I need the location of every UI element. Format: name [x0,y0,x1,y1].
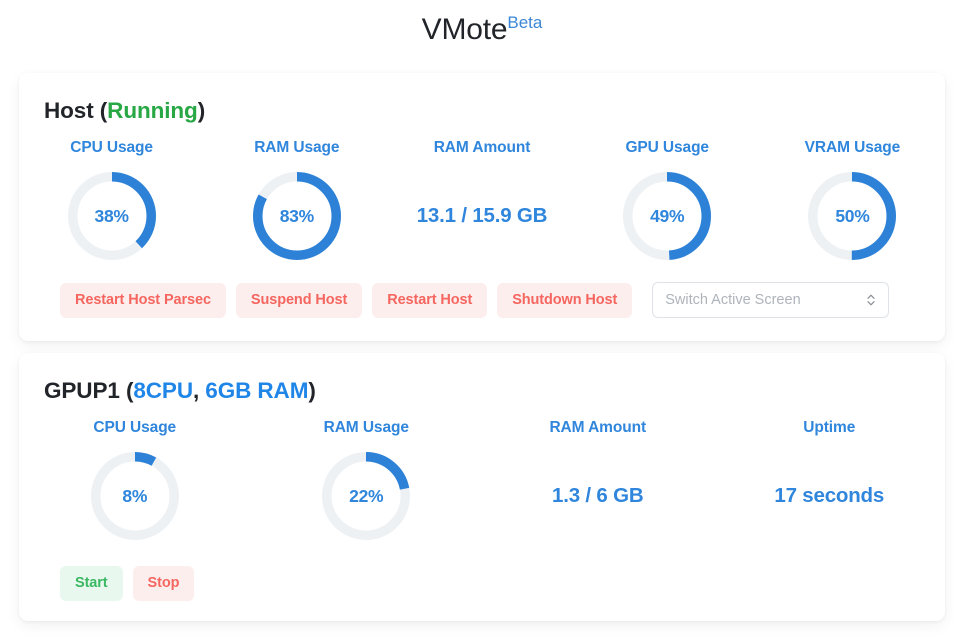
switch-active-screen-wrapper: Switch Active Screen [652,282,890,318]
metric-host-vram-usage: VRAM Usage 50% [760,138,945,264]
vm-open-paren: ( [125,378,134,403]
beta-badge: Beta [507,13,543,32]
metric-value-vm-uptime: 17 seconds [774,484,885,507]
host-card: Host (Running) CPU Usage 38% RAM Usage 83% R… [19,73,945,341]
metric-label-host-ram-usage: RAM Usage [254,139,340,156]
gauge-host-ram-usage: 83% [252,172,341,260]
metric-body-host-ram-usage: 83% [252,168,341,264]
gauge-value-host-gpu-usage: 49% [650,205,685,226]
metric-label-vm-ram-usage: RAM Usage [323,419,409,436]
metric-host-gpu-usage: GPU Usage 49% [575,138,760,264]
switch-active-screen-select[interactable]: Switch Active Screen [652,282,890,318]
host-close-paren: ) [197,98,206,123]
host-suspend-host-button[interactable]: Suspend Host [235,282,363,318]
metric-label-vm-uptime: Uptime [803,419,856,436]
vm-title-text: GPUP1 [44,378,120,403]
metric-body-host-gpu-usage: 49% [623,168,712,264]
vm-card-title: GPUP1 (8CPU, 6GB RAM) [19,353,945,404]
metric-vm-cpu-usage: CPU Usage 8% [19,418,251,544]
host-restart-host-parsec-button[interactable]: Restart Host Parsec [60,282,226,318]
vm-close-paren: ) [308,378,316,403]
vm-start-button[interactable]: Start [60,566,123,601]
gauge-value-vm-ram-usage: 22% [349,485,384,506]
gauge-value-vm-cpu-usage: 8% [122,485,148,506]
host-restart-host-button[interactable]: Restart Host [372,282,488,318]
vm-actions-row: Start Stop [19,566,945,601]
host-card-title: Host (Running) [19,73,945,124]
host-shutdown-host-button[interactable]: Shutdown Host [497,282,633,318]
vm-stop-button[interactable]: Stop [132,566,195,601]
gauge-host-cpu-usage: 38% [67,172,156,260]
metric-body-host-ram-amount: 13.1 / 15.9 GB [417,168,548,264]
gauge-value-host-cpu-usage: 38% [94,205,129,226]
vm-metrics-row: CPU Usage 8% RAM Usage 22% RAM Amount 1.3 / 6… [19,418,945,544]
vm-card: GPUP1 (8CPU, 6GB RAM) CPU Usage 8% RAM Usa… [19,353,945,621]
host-status-badge: Running [107,98,198,123]
metric-label-host-gpu-usage: GPU Usage [625,139,709,156]
host-open-paren: ( [99,98,108,123]
gauge-vm-ram-usage: 22% [322,452,411,540]
metric-body-vm-cpu-usage: 8% [90,448,179,544]
metric-value-host-ram-amount: 13.1 / 15.9 GB [416,204,548,227]
gauge-vm-cpu-usage: 8% [90,452,179,540]
metric-label-vm-cpu-usage: CPU Usage [93,419,177,436]
metric-body-vm-ram-usage: 22% [322,448,411,544]
metric-label-host-cpu-usage: CPU Usage [70,139,153,156]
metric-vm-ram-amount: RAM Amount 1.3 / 6 GB [482,418,714,544]
metric-label-vm-ram-amount: RAM Amount [549,419,647,436]
metric-body-vm-uptime: 17 seconds [774,448,884,544]
metric-body-host-vram-usage: 50% [808,168,897,264]
vm-cpu-spec: 8CPU [133,378,193,403]
page-title: VMoteBeta [0,0,964,49]
gauge-value-host-vram-usage: 50% [835,205,870,226]
metric-value-vm-ram-amount: 1.3 / 6 GB [552,484,644,507]
metric-host-ram-usage: RAM Usage 83% [204,138,389,264]
metric-label-host-ram-amount: RAM Amount [433,139,531,156]
gauge-host-gpu-usage: 49% [623,172,712,260]
switch-active-screen-placeholder: Switch Active Screen [665,292,801,308]
app-name: VMote [421,13,508,46]
host-metrics-row: CPU Usage 38% RAM Usage 83% RAM Amount 13.1 /… [19,138,945,264]
metric-label-host-vram-usage: VRAM Usage [804,139,901,156]
vm-spec-separator: , [192,378,206,403]
gauge-value-host-ram-usage: 83% [279,205,314,226]
metric-body-host-cpu-usage: 38% [67,168,156,264]
gauge-host-vram-usage: 50% [808,172,897,260]
metric-vm-uptime: Uptime 17 seconds [714,418,946,544]
metric-host-cpu-usage: CPU Usage 38% [19,138,204,264]
metric-vm-ram-usage: RAM Usage 22% [251,418,483,544]
host-title-text: Host [44,98,94,123]
chevron-updown-icon [866,292,876,308]
metric-host-ram-amount: RAM Amount 13.1 / 15.9 GB [389,138,574,264]
metric-body-vm-ram-amount: 1.3 / 6 GB [552,448,644,544]
host-actions-row: Restart Host Parsec Suspend Host Restart H… [19,282,945,318]
vm-ram-spec: 6GB RAM [205,378,309,403]
